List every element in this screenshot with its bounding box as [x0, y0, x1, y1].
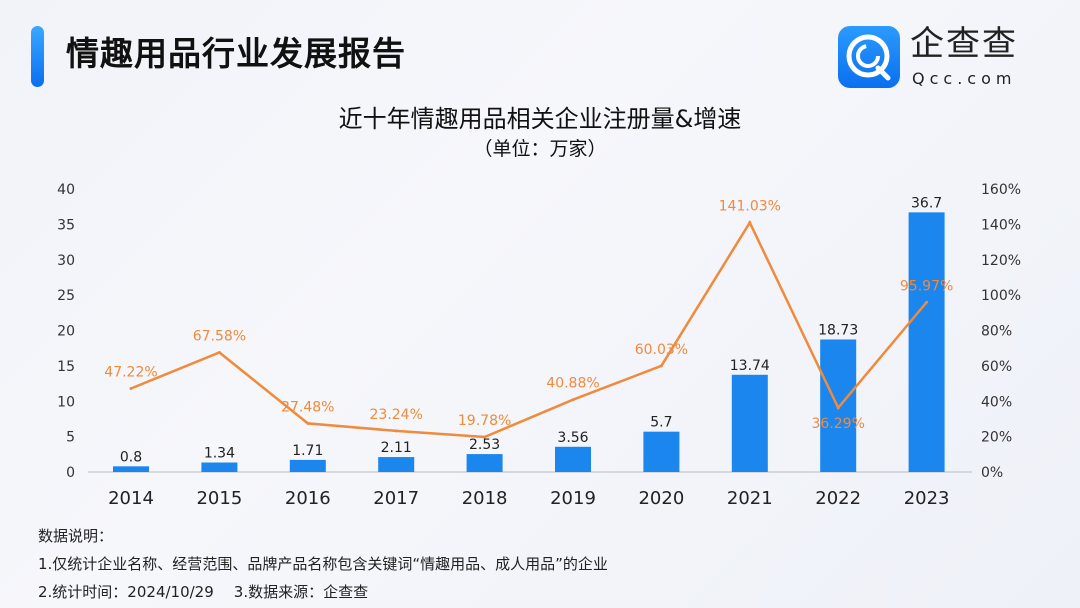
bar-value-label: 2.53 — [469, 437, 500, 453]
x-tick-label: 2014 — [108, 488, 154, 509]
growth-point — [217, 350, 221, 354]
growth-point — [394, 429, 398, 433]
logo-name: 企查查 — [910, 24, 1018, 64]
notes-date: 2.统计时间：2024/10/29 — [38, 583, 214, 601]
growth-value-label: 27.48% — [281, 399, 334, 415]
bar — [378, 457, 415, 472]
notes-source: 3.数据来源：企查查 — [233, 583, 369, 601]
y-right-tick-label: 120% — [981, 253, 1021, 269]
x-tick-label: 2016 — [285, 488, 331, 509]
y-left-tick-label: 25 — [57, 288, 75, 304]
growth-point — [925, 300, 929, 304]
growth-point — [306, 421, 310, 425]
bar-value-label: 1.34 — [204, 446, 235, 462]
y-right-tick-label: 20% — [981, 430, 1012, 446]
growth-value-label: 67.58% — [193, 328, 246, 344]
title-accent-bar — [31, 26, 44, 87]
growth-value-label: 23.24% — [370, 407, 423, 423]
data-notes: 数据说明： 1.仅统计企业名称、经营范围、品牌产品名称包含关键词“情趣用品、成人… — [38, 522, 608, 606]
x-tick-label: 2021 — [727, 488, 773, 509]
bar-value-label: 3.56 — [557, 430, 588, 446]
growth-value-label: 95.97% — [900, 278, 953, 294]
y-left-tick-label: 5 — [66, 430, 75, 446]
y-right-tick-label: 160% — [981, 182, 1021, 198]
x-tick-label: 2017 — [373, 488, 419, 509]
y-left-tick-label: 20 — [57, 324, 75, 340]
x-tick-label: 2019 — [550, 488, 596, 509]
chart: 0 5 10 15 20 25 30 35 40 0% 20% 40% 60% 80% 100% 120% 14… — [57, 182, 1021, 509]
bar-value-label: 13.74 — [730, 358, 770, 374]
notes-line-1: 1.仅统计企业名称、经营范围、品牌产品名称包含关键词“情趣用品、成人用品”的企业 — [38, 555, 608, 573]
logo-q-icon — [838, 26, 900, 88]
growth-value-label: 19.78% — [458, 413, 511, 429]
x-tick-label: 2018 — [462, 488, 508, 509]
y-right-tick-label: 40% — [981, 394, 1012, 410]
growth-point — [836, 406, 840, 410]
x-tick-label: 2023 — [904, 488, 950, 509]
x-tick-label: 2022 — [815, 488, 861, 509]
bar-value-label: 36.7 — [911, 195, 942, 211]
bar-value-label: 0.8 — [120, 449, 142, 465]
y-right-tick-label: 0% — [981, 465, 1003, 481]
y-right-tick-label: 100% — [981, 288, 1021, 304]
growth-value-label: 40.88% — [546, 376, 599, 392]
page-title: 情趣用品行业发展报告 — [66, 34, 406, 73]
bar — [113, 466, 149, 472]
x-tick-label: 2015 — [196, 488, 242, 509]
y-left-tick-label: 40 — [57, 182, 75, 198]
growth-point — [129, 386, 133, 390]
notes-line-2: 2.统计时间：2024/10/29 3.数据来源：企查查 — [38, 578, 608, 606]
y-left-tick-label: 15 — [57, 359, 75, 375]
y-right-tick-label: 140% — [981, 217, 1021, 233]
bar — [466, 454, 503, 472]
growth-value-label: 47.22% — [104, 364, 157, 380]
growth-point — [748, 221, 752, 225]
bar — [289, 459, 326, 472]
bar-value-label: 18.73 — [818, 322, 858, 338]
growth-point — [571, 398, 575, 402]
growth-value-label: 141.03% — [719, 199, 781, 215]
growth-value-label: 36.29% — [812, 416, 865, 432]
bar — [643, 431, 680, 472]
y-right-tick-label: 60% — [981, 359, 1012, 375]
bar-value-label: 1.71 — [292, 443, 323, 459]
bar-value-label: 2.11 — [381, 440, 412, 456]
growth-line — [130, 219, 928, 439]
y-left-tick-label: 30 — [57, 253, 75, 269]
growth-point — [659, 364, 663, 368]
x-tick-label: 2020 — [638, 488, 684, 509]
chart-subtitle: （单位：万家） — [473, 138, 607, 160]
bar-value-label: 5.7 — [650, 415, 672, 431]
growth-value-label: 60.03% — [635, 342, 688, 358]
bar — [908, 212, 945, 472]
notes-heading: 数据说明： — [38, 527, 114, 545]
logo-url: Qcc.com — [912, 69, 1017, 88]
y-right-tick-label: 80% — [981, 324, 1012, 340]
y-left-tick-label: 35 — [57, 217, 75, 233]
growth-point — [483, 435, 487, 439]
bar — [731, 374, 768, 472]
y-left-tick-label: 0 — [66, 465, 75, 481]
bar — [201, 462, 238, 472]
bar — [555, 446, 591, 472]
qcc-logo: 企查查 Qcc.com — [838, 24, 1048, 88]
y-left-tick-label: 10 — [57, 394, 75, 410]
chart-title: 近十年情趣用品相关企业注册量&增速 — [338, 105, 742, 133]
